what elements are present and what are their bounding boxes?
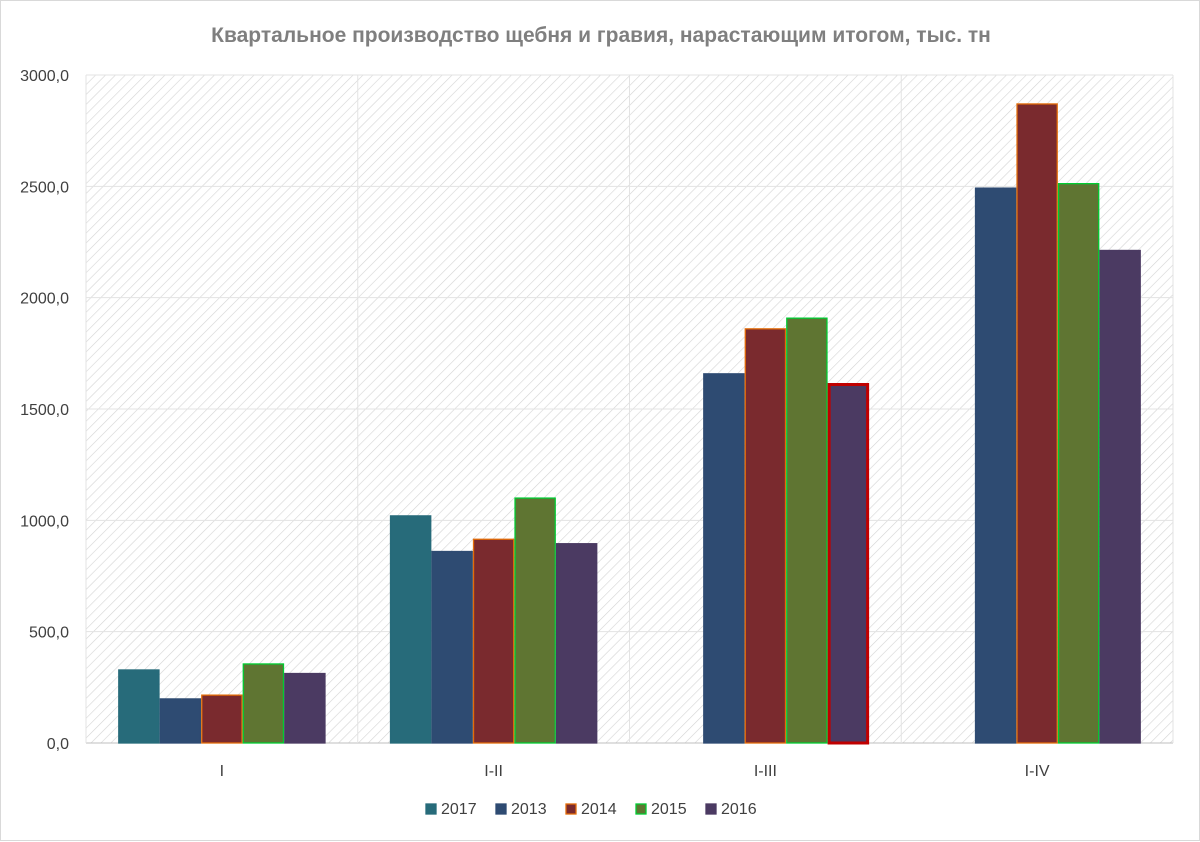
bar-2015-I-III — [786, 317, 828, 744]
bar-2014-I-III — [744, 328, 787, 744]
x-tick-label: I-III — [754, 763, 777, 780]
legend-swatch-2013 — [495, 803, 507, 815]
y-tick-label: 2000,0 — [20, 291, 69, 308]
legend-label-2016: 2016 — [721, 801, 757, 818]
bar-2017-I — [118, 669, 160, 744]
y-tick-label: 2500,0 — [20, 179, 69, 196]
bar-2014-I-II — [472, 538, 515, 744]
bar-2013-I-IV — [974, 187, 1017, 744]
bar-2016-I — [284, 672, 326, 744]
bar-2016-I-III — [827, 383, 870, 745]
legend-label-2015: 2015 — [651, 801, 687, 818]
legend-label-2017: 2017 — [441, 801, 477, 818]
bar-2014-I — [201, 694, 243, 744]
bar-2017-I-II — [389, 515, 432, 744]
bar-2015-I-IV — [1057, 183, 1100, 744]
chart-title: Квартальное производство щебня и гравия,… — [211, 24, 991, 47]
legend: 2017 2013 2014 2015 2016 — [425, 801, 757, 818]
legend-swatch-2014 — [565, 803, 577, 815]
legend-swatch-2015 — [635, 803, 647, 815]
x-tick-label: I-II — [484, 763, 503, 780]
bar-2015-I-II — [514, 497, 556, 744]
y-tick-label: 0,0 — [47, 736, 69, 753]
y-tick-label: 1500,0 — [20, 402, 69, 419]
bars — [118, 103, 1141, 745]
bar-2013-I-II — [431, 550, 473, 744]
bar-2015-I — [242, 663, 285, 744]
bar-2014-I-IV — [1016, 103, 1058, 744]
x-tick-label: I — [220, 763, 224, 780]
legend-swatch-2016 — [705, 803, 717, 815]
x-axis-ticks: I I-II I-III I-IV — [220, 763, 1050, 780]
x-tick-label: I-IV — [1025, 763, 1050, 780]
y-tick-label: 1000,0 — [20, 513, 69, 530]
y-tick-label: 3000,0 — [20, 68, 69, 85]
bar-2013-I — [159, 698, 202, 744]
bar-2016-I-II — [555, 543, 598, 744]
legend-label-2014: 2014 — [581, 801, 617, 818]
legend-swatch-2017 — [425, 803, 437, 815]
y-axis-ticks: 0,0 500,0 1000,0 1500,0 2000,0 2500,0 3000,0 — [20, 68, 69, 753]
gridlines — [85, 74, 1174, 744]
bar-2013-I-III — [703, 373, 745, 744]
y-tick-label: 500,0 — [29, 625, 69, 642]
legend-label-2013: 2013 — [511, 801, 547, 818]
bar-2016-I-IV — [1099, 249, 1141, 744]
